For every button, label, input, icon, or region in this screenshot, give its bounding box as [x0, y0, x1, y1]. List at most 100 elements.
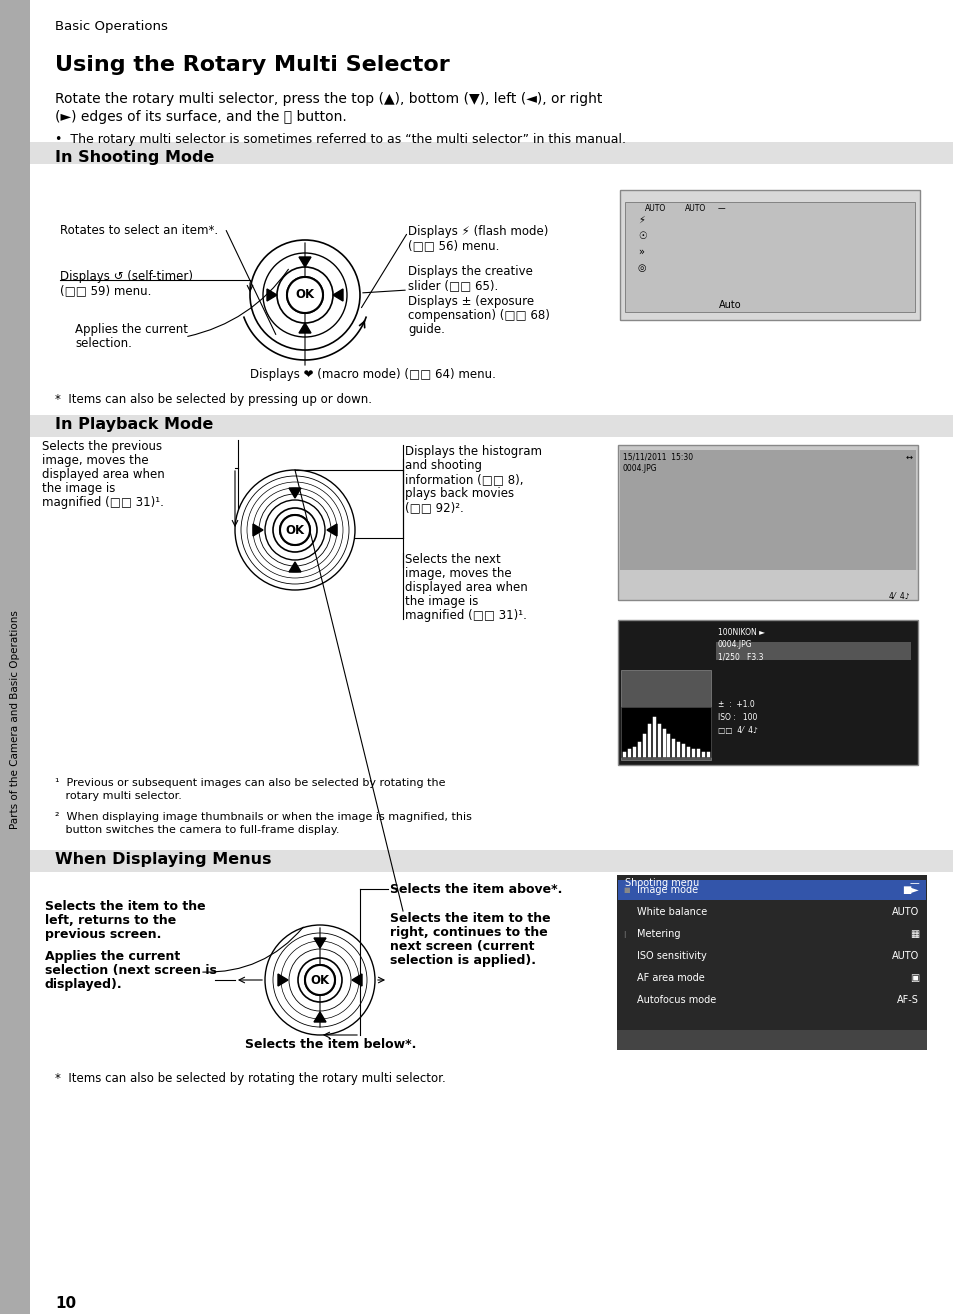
- Text: *  Items can also be selected by pressing up or down.: * Items can also be selected by pressing…: [55, 393, 372, 406]
- Text: (□□ 59) menu.: (□□ 59) menu.: [60, 284, 152, 297]
- Polygon shape: [289, 562, 301, 572]
- Text: Shooting menu: Shooting menu: [624, 878, 699, 888]
- Polygon shape: [289, 487, 301, 498]
- Text: Displays ↺ (self-timer): Displays ↺ (self-timer): [60, 269, 193, 283]
- Text: OK: OK: [285, 523, 304, 536]
- Text: ⚡: ⚡: [638, 215, 644, 225]
- Text: ◎: ◎: [638, 263, 646, 273]
- Text: 1/250   F3.3: 1/250 F3.3: [718, 652, 762, 661]
- Text: Selects the item above*.: Selects the item above*.: [390, 883, 561, 896]
- Text: magnified (□□ 31)¹.: magnified (□□ 31)¹.: [405, 608, 526, 622]
- Text: ±  :  +1.0: ± : +1.0: [718, 700, 754, 710]
- Text: (□□ 56) menu.: (□□ 56) menu.: [408, 239, 498, 252]
- Text: left, returns to the: left, returns to the: [45, 915, 176, 926]
- Text: guide.: guide.: [408, 323, 444, 336]
- Polygon shape: [298, 323, 311, 332]
- Text: In Playback Mode: In Playback Mode: [55, 417, 213, 432]
- Polygon shape: [352, 974, 361, 986]
- Text: Selects the next: Selects the next: [405, 553, 500, 566]
- Text: *  Items can also be selected by rotating the rotary multi selector.: * Items can also be selected by rotating…: [55, 1072, 445, 1085]
- Bar: [624, 202, 914, 311]
- Text: 4⁄  4♪: 4⁄ 4♪: [888, 593, 909, 600]
- Polygon shape: [333, 289, 343, 301]
- Text: ISO sensitivity: ISO sensitivity: [637, 951, 706, 961]
- Text: ■: ■: [622, 887, 629, 894]
- Text: Image mode: Image mode: [637, 886, 698, 895]
- Bar: [619, 449, 915, 570]
- Bar: [618, 880, 925, 900]
- Polygon shape: [314, 938, 326, 947]
- Text: (►) edges of its surface, and the ⒪ button.: (►) edges of its surface, and the ⒪ butt…: [55, 110, 346, 124]
- Text: previous screen.: previous screen.: [45, 928, 161, 941]
- Text: □□  4⁄  4♪: □□ 4⁄ 4♪: [718, 727, 757, 735]
- Bar: [620, 670, 710, 759]
- Text: Selects the item below*.: Selects the item below*.: [245, 1038, 416, 1051]
- Text: »: »: [638, 247, 643, 258]
- Circle shape: [287, 277, 323, 313]
- Bar: [30, 850, 953, 872]
- Text: button switches the camera to full-frame display.: button switches the camera to full-frame…: [55, 825, 339, 834]
- Text: Autofocus mode: Autofocus mode: [637, 995, 716, 1005]
- Text: image, moves the: image, moves the: [42, 455, 149, 466]
- Bar: [617, 1030, 926, 1050]
- Text: next screen (current: next screen (current: [390, 940, 534, 953]
- Text: —: —: [908, 878, 918, 888]
- Text: rotary multi selector.: rotary multi selector.: [55, 791, 182, 802]
- Text: AF area mode: AF area mode: [637, 972, 704, 983]
- Text: Using the Rotary Multi Selector: Using the Rotary Multi Selector: [55, 55, 449, 75]
- Text: ▦: ▦: [909, 929, 918, 940]
- Text: the image is: the image is: [405, 595, 477, 608]
- Text: selection (next screen is: selection (next screen is: [45, 964, 216, 978]
- Bar: [618, 445, 917, 600]
- Text: 0004.JPG: 0004.JPG: [622, 464, 657, 473]
- Text: Displays ⚡ (flash mode): Displays ⚡ (flash mode): [408, 225, 548, 238]
- Text: Basic Operations: Basic Operations: [55, 20, 168, 33]
- Text: ■►: ■►: [902, 886, 918, 895]
- Text: Rotates to select an item*.: Rotates to select an item*.: [60, 223, 218, 237]
- Text: White balance: White balance: [637, 907, 706, 917]
- Text: ☉: ☉: [638, 231, 646, 240]
- Text: •  The rotary multi selector is sometimes referred to as “the multi selector” in: • The rotary multi selector is sometimes…: [55, 133, 625, 146]
- Bar: [618, 620, 917, 765]
- Text: Selects the item to the: Selects the item to the: [390, 912, 550, 925]
- Text: Displays the histogram: Displays the histogram: [405, 445, 541, 459]
- Text: (□□ 92)².: (□□ 92)².: [405, 501, 463, 514]
- Text: Displays the creative: Displays the creative: [408, 265, 533, 279]
- Circle shape: [280, 515, 310, 545]
- Text: Auto: Auto: [718, 300, 740, 310]
- Text: magnified (□□ 31)¹.: magnified (□□ 31)¹.: [42, 495, 164, 509]
- Text: Parts of the Camera and Basic Operations: Parts of the Camera and Basic Operations: [10, 611, 20, 829]
- Text: displayed area when: displayed area when: [42, 468, 165, 481]
- Text: information (□□ 8),: information (□□ 8),: [405, 473, 523, 486]
- Text: displayed area when: displayed area when: [405, 581, 527, 594]
- Text: AUTO: AUTO: [891, 951, 918, 961]
- Text: and shooting: and shooting: [405, 459, 481, 472]
- Polygon shape: [277, 974, 288, 986]
- Bar: [716, 643, 910, 660]
- Bar: [0, 0, 30, 1314]
- Text: Rotate the rotary multi selector, press the top (▲), bottom (▼), left (◄), or ri: Rotate the rotary multi selector, press …: [55, 92, 601, 106]
- Text: 0004.JPG: 0004.JPG: [718, 640, 752, 649]
- Bar: [30, 142, 953, 164]
- Text: When Displaying Menus: When Displaying Menus: [55, 851, 272, 867]
- Text: OK: OK: [310, 974, 329, 987]
- Text: Metering: Metering: [637, 929, 679, 940]
- Bar: [619, 191, 919, 321]
- Polygon shape: [298, 258, 311, 267]
- Text: 100NIKON ►: 100NIKON ►: [718, 628, 764, 637]
- Text: In Shooting Mode: In Shooting Mode: [55, 150, 214, 166]
- Text: compensation) (□□ 68): compensation) (□□ 68): [408, 309, 549, 322]
- Text: ISO :   100: ISO : 100: [718, 714, 757, 721]
- Text: ↔: ↔: [905, 453, 912, 463]
- Polygon shape: [267, 289, 276, 301]
- Text: the image is: the image is: [42, 482, 115, 495]
- Text: Selects the item to the: Selects the item to the: [45, 900, 206, 913]
- Text: image, moves the: image, moves the: [405, 568, 511, 579]
- Text: ▣: ▣: [909, 972, 918, 983]
- Text: AUTO: AUTO: [644, 204, 665, 213]
- Text: AF-S: AF-S: [896, 995, 918, 1005]
- Text: selection.: selection.: [75, 336, 132, 350]
- Text: displayed).: displayed).: [45, 978, 123, 991]
- Text: Applies the current: Applies the current: [75, 323, 188, 336]
- Text: —: —: [718, 204, 725, 213]
